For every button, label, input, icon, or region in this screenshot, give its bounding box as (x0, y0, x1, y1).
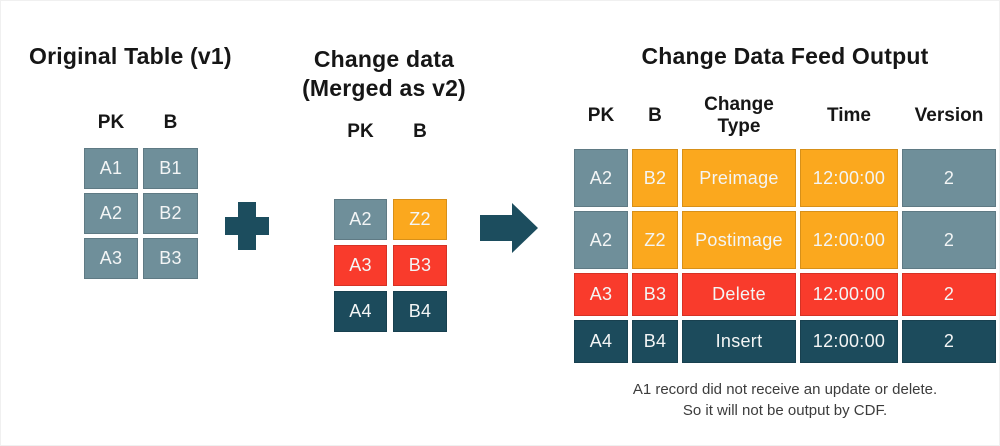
cdf-output-grid: A2 B2 Preimage 12:00:00 2 A2 Z2 Postimag… (574, 149, 996, 363)
table-cell: A2 (84, 193, 138, 234)
table-cell: Postimage (682, 211, 796, 269)
table-cell: A3 (334, 245, 387, 286)
change-data-headers: PK B (334, 121, 447, 143)
table-cell: A3 (574, 273, 628, 316)
table-cell: 12:00:00 (800, 211, 898, 269)
table-cell: B2 (632, 149, 678, 207)
cdf-output-headers: PK B Change Type Time Version (574, 89, 996, 143)
table-cell: 2 (902, 211, 996, 269)
table-cell: B4 (632, 320, 678, 363)
change-data-title: Change data (Merged as v2) (259, 45, 509, 103)
table-cell: A3 (84, 238, 138, 279)
table-cell: B3 (143, 238, 198, 279)
column-header-b: B (413, 121, 427, 142)
table-cell: Preimage (682, 149, 796, 207)
column-header-change-type: Change Type (704, 94, 774, 137)
table-cell: 2 (902, 273, 996, 316)
table-cell: Z2 (393, 199, 447, 240)
right-arrow-icon (480, 203, 538, 253)
cdf-footnote: A1 record did not receive an update or d… (574, 379, 996, 421)
table-cell: A2 (574, 149, 628, 207)
table-cell: B3 (632, 273, 678, 316)
change-data-title-line1: Change data (313, 46, 455, 72)
original-table-headers: PK B (84, 112, 198, 134)
table-cell: 12:00:00 (800, 273, 898, 316)
table-cell: 2 (902, 149, 996, 207)
table-cell: Z2 (632, 211, 678, 269)
column-header-b: B (648, 105, 662, 127)
column-header-pk: PK (97, 112, 125, 133)
table-cell: Delete (682, 273, 796, 316)
table-cell: 12:00:00 (800, 149, 898, 207)
column-header-version: Version (914, 105, 984, 127)
table-cell: B3 (393, 245, 447, 286)
table-cell: 2 (902, 320, 996, 363)
table-cell: 12:00:00 (800, 320, 898, 363)
table-cell: A2 (574, 211, 628, 269)
table-cell: B4 (393, 291, 447, 332)
change-data-grid: A2 Z2 A3 B3 A4 B4 (334, 199, 447, 332)
cdf-footnote-line2: So it will not be output by CDF. (682, 402, 888, 419)
table-cell: B2 (143, 193, 198, 234)
change-data-title-line2: (Merged as v2) (302, 75, 466, 101)
table-cell: A1 (84, 148, 138, 189)
column-header-time: Time (826, 105, 871, 127)
cdf-footnote-line1: A1 record did not receive an update or d… (632, 381, 938, 398)
table-cell: A2 (334, 199, 387, 240)
table-cell: Insert (682, 320, 796, 363)
original-table-title: Original Table (v1) (29, 43, 232, 69)
table-cell: A4 (334, 291, 387, 332)
table-cell: A4 (574, 320, 628, 363)
plus-icon (225, 202, 269, 250)
column-header-pk: PK (587, 105, 615, 127)
cdf-output-title: Change Data Feed Output (641, 43, 929, 69)
column-header-pk: PK (347, 121, 374, 142)
table-cell: B1 (143, 148, 198, 189)
original-table-grid: A1 B1 A2 B2 A3 B3 (84, 148, 198, 279)
column-header-b: B (163, 112, 178, 133)
